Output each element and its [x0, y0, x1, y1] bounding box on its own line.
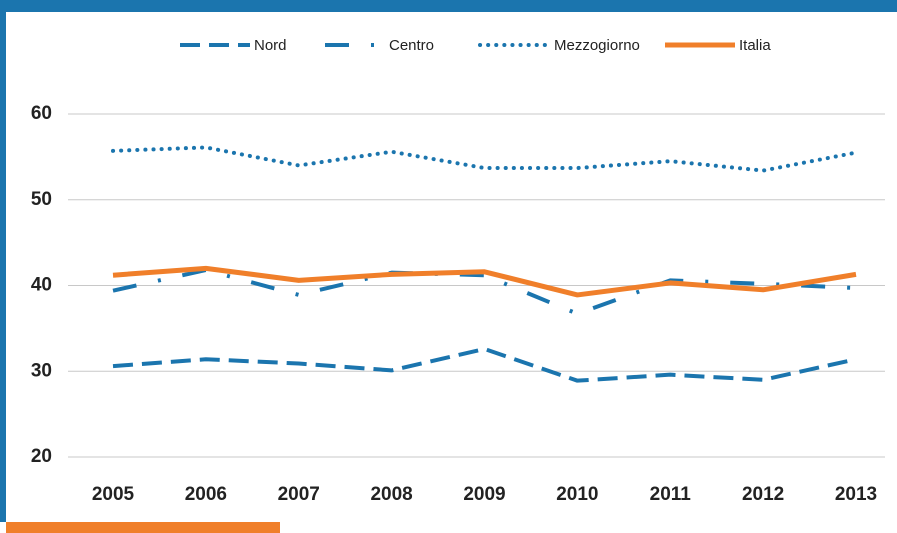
x-tick-label: 2005 — [92, 484, 135, 505]
y-tick-label: 40 — [31, 275, 52, 296]
x-tick-label: 2008 — [370, 484, 412, 505]
x-tick-label: 2011 — [650, 484, 692, 505]
x-tick-label: 2013 — [835, 484, 877, 505]
y-tick-label: 50 — [31, 189, 52, 210]
y-tick-label: 20 — [31, 446, 52, 467]
top-band — [0, 0, 897, 12]
legend-label: Italia — [739, 37, 771, 54]
series-line — [112, 346, 857, 383]
series-line — [112, 268, 857, 316]
x-tick-label: 2007 — [278, 484, 320, 505]
bottom-accent — [6, 522, 280, 533]
x-tick-label: 2006 — [185, 484, 227, 505]
series-line — [111, 145, 858, 173]
legend-label: Mezzogiorno — [554, 37, 640, 54]
x-tick-label: 2012 — [742, 484, 784, 505]
legend-label: Nord — [254, 37, 287, 54]
legend-label: Centro — [389, 37, 434, 54]
y-tick-label: 60 — [31, 103, 52, 124]
y-tick-label: 30 — [31, 360, 52, 381]
x-tick-label: 2009 — [463, 484, 505, 505]
x-tick-label: 2010 — [556, 484, 598, 505]
left-border — [0, 0, 6, 522]
series-line — [112, 265, 857, 298]
